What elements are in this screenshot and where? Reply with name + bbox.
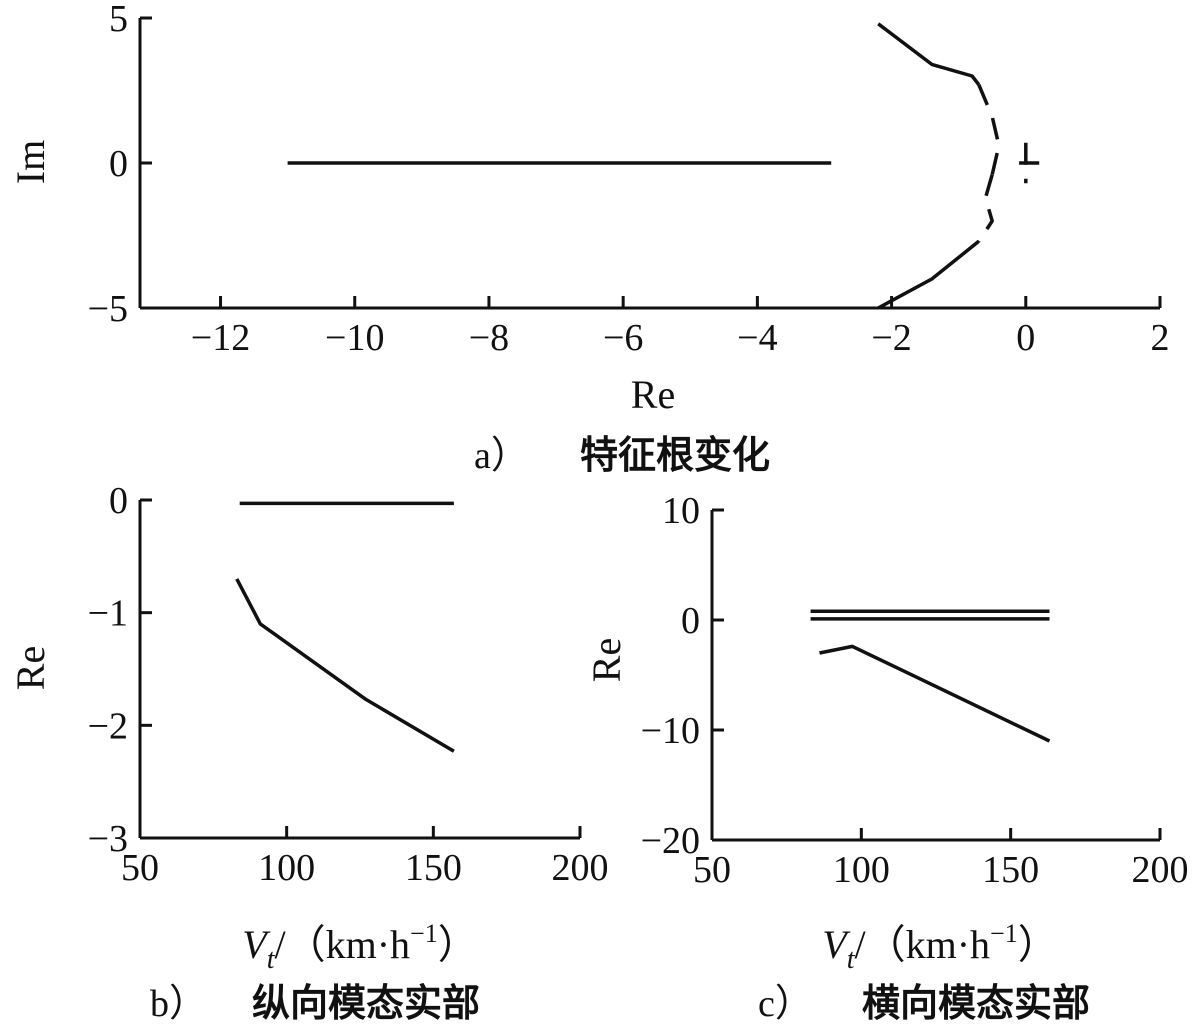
panel-b-y-tick-label: −1 bbox=[88, 593, 128, 635]
panel-a-series-line-2 bbox=[877, 22, 981, 86]
panel-c-xlabel-var: V bbox=[822, 922, 851, 967]
panel-c-y-tick-label: 10 bbox=[662, 490, 700, 532]
panel-a-series-line-4 bbox=[977, 174, 994, 243]
panel-a-x-tick-label: −10 bbox=[325, 317, 384, 359]
panel-c-xlabel: Vt/（km·h−1） bbox=[822, 919, 1057, 975]
panel-b-caption-letter: b） bbox=[150, 983, 207, 1025]
panel-b-xlabel-sup: −1 bbox=[410, 919, 438, 948]
panel-b-series-line-2 bbox=[235, 578, 455, 753]
panel-a-series-line-3 bbox=[977, 84, 1001, 175]
panel-c-y-tick-label: −20 bbox=[641, 820, 700, 862]
panel-a-series-line-5 bbox=[877, 239, 980, 310]
panel-c-lateral-plot: Re Vt/（km·h−1） c） 横向模态实部 50 100 150 200100−… bbox=[584, 490, 1189, 1025]
panel-a-x-tick-label: 0 bbox=[1016, 317, 1035, 359]
panel-c-ylabel: Re bbox=[584, 638, 629, 682]
panel-c-xlabel-sup: −1 bbox=[990, 919, 1018, 948]
panel-a-caption-letter: a） bbox=[474, 435, 529, 477]
panel-c-x-tick-label: 200 bbox=[1132, 849, 1189, 891]
panel-c-y-tick-label: 0 bbox=[681, 600, 700, 642]
panel-b-y-tick-label: −2 bbox=[88, 705, 128, 747]
panel-b-longitudinal-plot: Re Vt/（km·h−1） b） 纵向模态实部 50 100 150 2000−1−… bbox=[8, 480, 609, 1025]
panel-b-x-tick-label: 50 bbox=[121, 847, 159, 889]
panel-c-xlabel-close: ） bbox=[1018, 922, 1058, 967]
panel-b-x-tick-label: 200 bbox=[552, 847, 609, 889]
panel-a-x-tick-label: −2 bbox=[871, 317, 911, 359]
panel-b-x-tick-label: 150 bbox=[405, 847, 462, 889]
panel-c-caption-letter: c） bbox=[758, 983, 813, 1025]
panel-b-xlabel-sub: t bbox=[267, 944, 276, 975]
panel-a-y-tick-label: 0 bbox=[109, 143, 128, 185]
panel-c-x-tick-label: 50 bbox=[693, 849, 731, 891]
panel-a-x-tick-label: −12 bbox=[191, 317, 250, 359]
panel-b-caption: 纵向模态实部 bbox=[252, 981, 480, 1025]
panel-b-x-tick-label: 100 bbox=[258, 847, 315, 889]
panel-a-y-tick-label: −5 bbox=[88, 288, 128, 330]
panel-b-xlabel-rest: /（km·h bbox=[275, 922, 411, 967]
panel-c-series-line-3 bbox=[819, 644, 1051, 743]
panel-c-x-tick-label: 100 bbox=[833, 849, 890, 891]
panel-a-caption: 特征根变化 bbox=[580, 433, 770, 477]
panel-a-eigenvalue-plot: Im Re a） 特征根变化 −12 −10 −8 −6 −4 −2 0 2 5 0 −5 bbox=[8, 0, 1170, 477]
panel-a-ylabel: Im bbox=[8, 140, 53, 184]
panel-c-xlabel-sub: t bbox=[847, 944, 856, 975]
panel-c-x-tick-label: 150 bbox=[982, 849, 1039, 891]
panel-b-xlabel-close: ） bbox=[438, 922, 478, 967]
panel-a-x-tick-label: −6 bbox=[603, 317, 643, 359]
panel-a-x-tick-label: −8 bbox=[469, 317, 509, 359]
panel-a-x-tick-label: −4 bbox=[737, 317, 777, 359]
panel-c-y-tick-label: −10 bbox=[641, 710, 700, 752]
panel-a-x-tick-label: 2 bbox=[1151, 317, 1170, 359]
panel-b-y-tick-label: 0 bbox=[109, 480, 128, 522]
panel-a-xlabel: Re bbox=[631, 372, 675, 417]
panel-c-caption: 横向模态实部 bbox=[862, 981, 1090, 1025]
panel-b-y-tick-label: −3 bbox=[88, 818, 128, 860]
panel-b-xlabel-var: V bbox=[242, 922, 271, 967]
panel-a-y-tick-label: 5 bbox=[109, 0, 128, 40]
panel-b-xlabel: Vt/（km·h−1） bbox=[242, 919, 477, 975]
panel-c-xlabel-rest: /（km·h bbox=[855, 922, 991, 967]
panel-b-ylabel: Re bbox=[8, 646, 53, 690]
